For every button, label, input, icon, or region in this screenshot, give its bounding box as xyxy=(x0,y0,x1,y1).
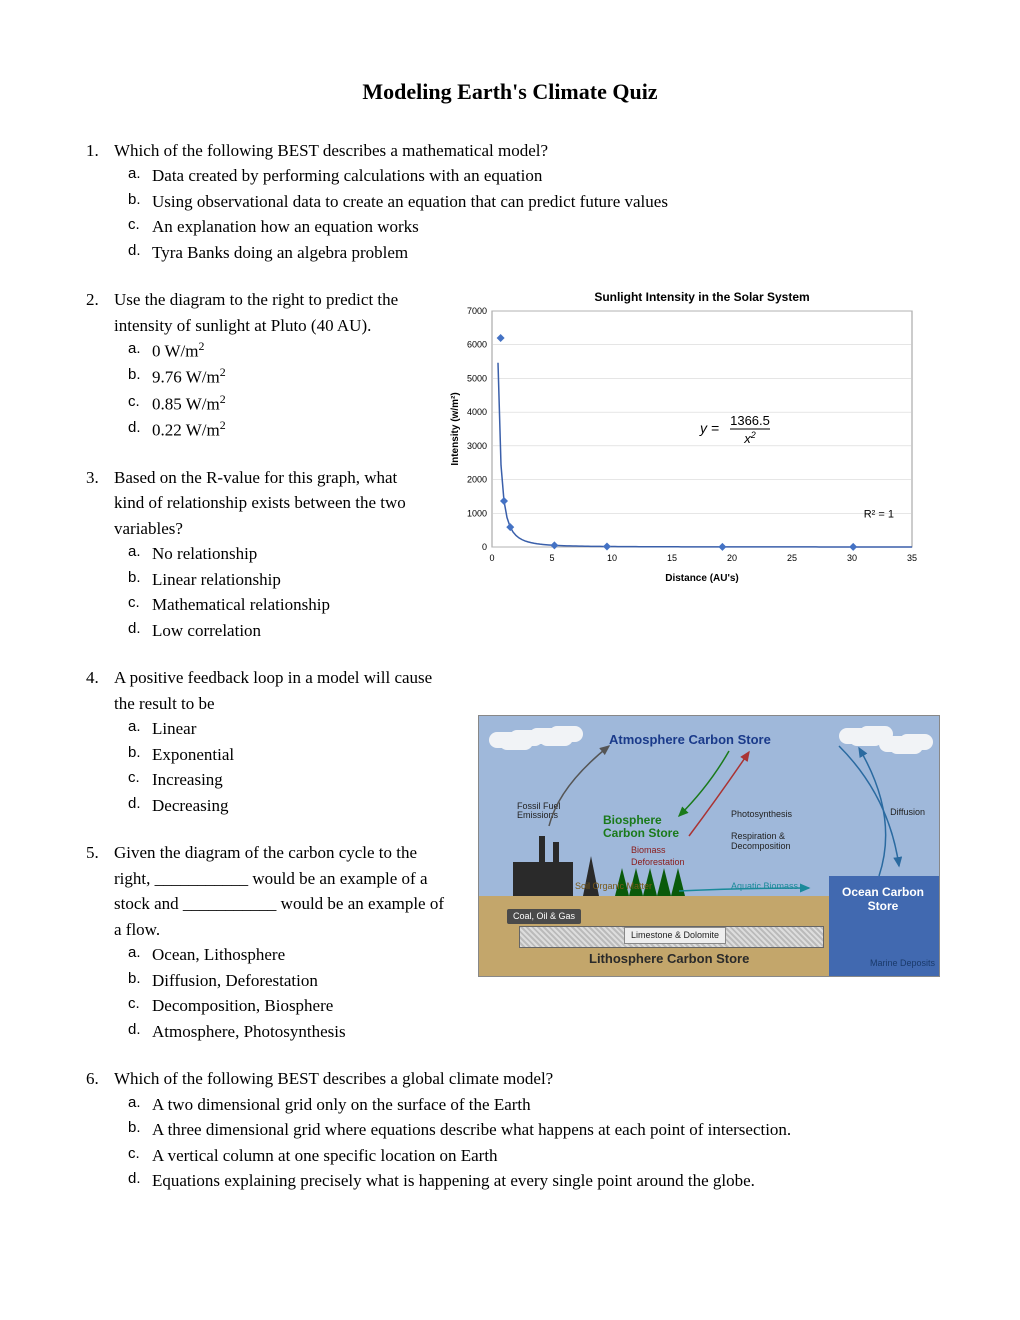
carbon-cycle-diagram: Coal, Oil & GasLimestone & DolomiteAtmos… xyxy=(478,715,940,977)
svg-text:Intensity (w/m²): Intensity (w/m²) xyxy=(450,393,461,466)
option: a.Linear xyxy=(80,716,454,742)
svg-text:2000: 2000 xyxy=(467,475,487,485)
option: d.Decreasing xyxy=(80,793,454,819)
question-2: 2.Use the diagram to the right to predic… xyxy=(80,287,420,443)
svg-text:Distance (AU's): Distance (AU's) xyxy=(665,573,739,584)
option: c.Mathematical relationship xyxy=(80,592,420,618)
q-text: Given the diagram of the carbon cycle to… xyxy=(114,840,454,942)
svg-text:6000: 6000 xyxy=(467,340,487,350)
option: c.An explanation how an equation works xyxy=(80,214,940,240)
svg-text:15: 15 xyxy=(667,553,677,563)
svg-text:10: 10 xyxy=(607,553,617,563)
svg-text:Sunlight Intensity in the Sola: Sunlight Intensity in the Solar System xyxy=(594,290,809,304)
svg-text:1000: 1000 xyxy=(467,509,487,519)
option: d.Atmosphere, Photosynthesis xyxy=(80,1019,454,1045)
option: d.Tyra Banks doing an algebra problem xyxy=(80,240,940,266)
svg-text:7000: 7000 xyxy=(467,306,487,316)
option: d.0.22 W/m2 xyxy=(80,417,420,443)
question-3: 3.Based on the R-value for this graph, w… xyxy=(80,465,420,644)
svg-text:0: 0 xyxy=(482,542,487,552)
q4-q5-with-diagram: 4.A positive feedback loop in a model wi… xyxy=(80,665,940,1066)
option: d.Low correlation xyxy=(80,618,420,644)
svg-text:1366.5: 1366.5 xyxy=(730,413,770,428)
svg-text:5000: 5000 xyxy=(467,374,487,384)
svg-text:R² = 1: R² = 1 xyxy=(864,509,894,521)
option: a.A two dimensional grid only on the sur… xyxy=(80,1092,940,1118)
question-1: 1.Which of the following BEST describes … xyxy=(80,138,940,266)
sunlight-chart: 0 1000 2000 3000 4000 5000 6000 7000 0 5 10 15 20 25 3… xyxy=(444,287,924,595)
svg-text:4000: 4000 xyxy=(467,407,487,417)
option: d.Equations explaining precisely what is… xyxy=(80,1168,940,1194)
option: a.Data created by performing calculation… xyxy=(80,163,940,189)
option: c.Decomposition, Biosphere xyxy=(80,993,454,1019)
page-title: Modeling Earth's Climate Quiz xyxy=(80,75,940,108)
option: a.0 W/m2 xyxy=(80,338,420,364)
q-text: Which of the following BEST describes a … xyxy=(114,138,548,164)
svg-text:y =: y = xyxy=(699,420,719,436)
question-5: 5.Given the diagram of the carbon cycle … xyxy=(80,840,454,1044)
q-text: A positive feedback loop in a model will… xyxy=(114,665,454,716)
q2-q3-with-chart: 2.Use the diagram to the right to predic… xyxy=(80,287,940,665)
option: b.Diffusion, Deforestation xyxy=(80,968,454,994)
q-num: 1. xyxy=(80,138,114,164)
svg-text:0: 0 xyxy=(489,553,494,563)
option: b.Linear relationship xyxy=(80,567,420,593)
q-text: Based on the R-value for this graph, wha… xyxy=(114,465,420,542)
option: b.Exponential xyxy=(80,742,454,768)
q-text: Which of the following BEST describes a … xyxy=(114,1066,553,1092)
question-4: 4.A positive feedback loop in a model wi… xyxy=(80,665,454,818)
option: a.No relationship xyxy=(80,541,420,567)
option: b.Using observational data to create an … xyxy=(80,189,940,215)
option: b.A three dimensional grid where equatio… xyxy=(80,1117,940,1143)
svg-text:25: 25 xyxy=(787,553,797,563)
svg-text:5: 5 xyxy=(549,553,554,563)
option: c.A vertical column at one specific loca… xyxy=(80,1143,940,1169)
option: c.0.85 W/m2 xyxy=(80,391,420,417)
option: b.9.76 W/m2 xyxy=(80,364,420,390)
svg-text:30: 30 xyxy=(847,553,857,563)
question-6: 6.Which of the following BEST describes … xyxy=(80,1066,940,1194)
option: a.Ocean, Lithosphere xyxy=(80,942,454,968)
q-text: Use the diagram to the right to predict … xyxy=(114,287,420,338)
svg-text:35: 35 xyxy=(907,553,917,563)
option: c.Increasing xyxy=(80,767,454,793)
svg-text:20: 20 xyxy=(727,553,737,563)
svg-text:3000: 3000 xyxy=(467,441,487,451)
